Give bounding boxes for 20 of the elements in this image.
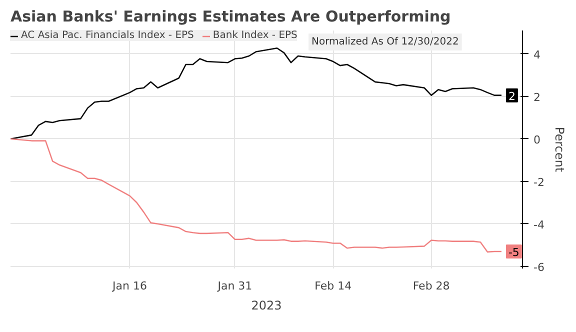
annotation: 2 bbox=[508, 90, 516, 103]
x-tick-label: Jan 31 bbox=[216, 280, 252, 292]
line-series bbox=[10, 47, 502, 140]
y-tick-label: 0 bbox=[534, 133, 540, 146]
y-tick-label: 2 bbox=[534, 90, 540, 104]
x-tick-label: Feb 14 bbox=[314, 280, 352, 292]
line-series bbox=[10, 138, 502, 253]
chart-title: Asian Banks' Earnings Estimates Are Outperforming bbox=[10, 8, 451, 26]
x-axis-title: 2023 bbox=[251, 298, 282, 312]
y-axis-title: Percent bbox=[552, 126, 566, 172]
y-tick-label: 4 bbox=[534, 48, 540, 62]
legend-label: AC Asia Pac. Financials Index - EPS bbox=[21, 30, 194, 41]
annotation: Normalized As Of 12/30/2022 bbox=[312, 36, 459, 48]
y-tick-label: -6 bbox=[534, 260, 544, 274]
x-tick-label: Jan 16 bbox=[112, 280, 147, 292]
legend-label: Bank Index - EPS bbox=[212, 30, 298, 41]
y-tick-label: -4 bbox=[534, 218, 544, 232]
x-tick-label: Feb 28 bbox=[412, 280, 450, 292]
annotation: -5 bbox=[508, 246, 520, 259]
y-tick-label: -2 bbox=[534, 176, 544, 189]
